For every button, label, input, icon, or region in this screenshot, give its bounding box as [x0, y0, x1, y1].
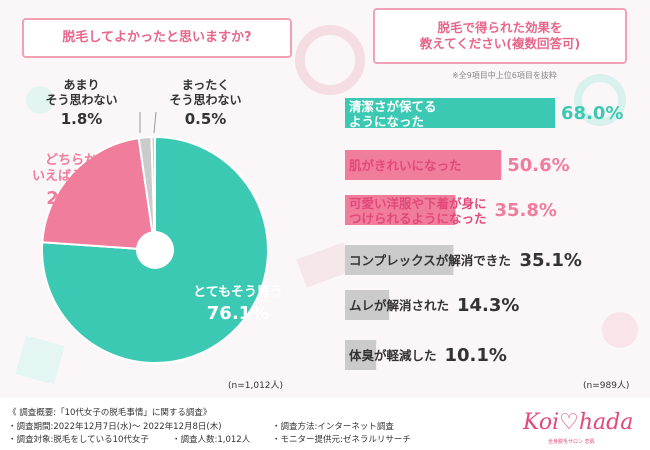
bar-label-5: 体臭が軽減した: [349, 348, 437, 363]
bar-0: [345, 98, 555, 128]
pie-value-label: 0.5%: [184, 110, 227, 128]
bar-label-text: コンプレックスが解消できた: [349, 253, 511, 268]
bar-label-text: 肌がきれいになった: [349, 158, 462, 173]
footer: 《 調査概要:「10代女子の脱毛事情」に関する調査》 ・調査期間:2022年12…: [0, 398, 650, 450]
pie-leader-line-1: [153, 111, 157, 134]
pie-label-text: いえばそう思う: [31, 169, 123, 185]
pie-label-text: とてもそう思う: [193, 285, 283, 300]
footer-title: 《 調査概要:「10代女子の脱毛事情」に関する調査》: [8, 408, 212, 418]
bar-value-label-2: 35.8%: [494, 200, 557, 221]
bar-value-label-1: 50.6%: [507, 155, 570, 176]
footer-method: ・調査方法:インターネット調査: [272, 422, 394, 432]
footer-target: ・調査対象:脱毛をしている10代女子: [8, 435, 149, 445]
pie-value-label: 21.6%: [46, 187, 109, 209]
pie-label-text: どちらかと: [44, 153, 110, 168]
bar-label-3: コンプレックスが解消できた: [349, 253, 511, 268]
bar-5: [345, 340, 377, 370]
bar-label-0: 清潔さが保てる ようになった: [349, 99, 437, 129]
bar-label-text: 清潔さが保てる: [349, 99, 437, 114]
left-question: 脱毛してよかったと思いますか?: [62, 29, 252, 45]
pie-label-1: どちらかと いえばそう思う 21.6%: [20, 153, 135, 210]
pie-value-label: 76.1%: [206, 303, 270, 325]
pie-value-label: 1.8%: [60, 110, 103, 128]
pie-slice-3: [150, 135, 156, 251]
right-question-line2: 教えてください(複数回答可): [419, 36, 581, 51]
bar-label-text: 可愛い洋服や下着が身に: [349, 196, 487, 211]
right-n-label: (n=989人): [583, 381, 630, 391]
pie-center-hole: [136, 231, 174, 269]
pie-slice-1: [41, 137, 157, 252]
bar-label-4: ムレが解消された: [349, 298, 449, 313]
pie-label-0: とてもそう思う 76.1%: [168, 285, 308, 326]
right-note: ※全9項目中上位6項目を抜粋: [452, 71, 557, 80]
pie-label-2: あまり そう思わない 1.8%: [34, 78, 129, 129]
bar-value-label-3: 35.1%: [519, 250, 582, 271]
pie-label-text: そう思わない: [45, 93, 118, 107]
bar-label-1: 肌がきれいになった: [349, 158, 462, 173]
bar-1: [345, 150, 502, 180]
pie-label-text: あまり: [63, 78, 100, 92]
bar-label-text: ようになった: [349, 114, 425, 129]
right-question-line1: 脱毛で得られた効果を: [437, 20, 563, 36]
bar-4: [345, 290, 390, 320]
pie-label-text: まったく: [181, 78, 230, 92]
bar-value-label-0: 68.0%: [561, 103, 624, 124]
bar-value-label-4: 14.3%: [457, 295, 520, 316]
pie-label-3: まったく そう思わない 0.5%: [148, 78, 263, 129]
footer-provider: ・モニター提供元:ゼネラルリサーチ: [272, 435, 411, 445]
left-question-box: 脱毛してよかったと思いますか?: [22, 18, 292, 58]
footer-count: ・調査人数:1,012人: [172, 435, 251, 445]
bar-3: [345, 245, 454, 275]
koihada-logo-sub: 全身脱毛サロン 恋肌: [548, 439, 595, 445]
bar-label-text: ムレが解消された: [349, 298, 450, 313]
bar-label-text: つけられるようになった: [349, 211, 487, 226]
bar-label-text: 体臭が軽減した: [349, 348, 437, 363]
bar-2: [345, 195, 456, 225]
left-n-label: (n=1,012人): [228, 381, 284, 391]
pie-label-text: そう思わない: [169, 93, 242, 107]
right-question-box: 脱毛で得られた効果を 教えてください(複数回答可): [373, 8, 627, 64]
bar-value-label-5: 10.1%: [444, 345, 507, 366]
footer-period: ・調査期間:2022年12月7日(水)〜 2022年12月8日(木): [8, 422, 222, 432]
bar-label-2: 可愛い洋服や下着が身に つけられるようになった: [349, 196, 487, 226]
koihada-logo: Koi♡hada: [523, 410, 634, 435]
